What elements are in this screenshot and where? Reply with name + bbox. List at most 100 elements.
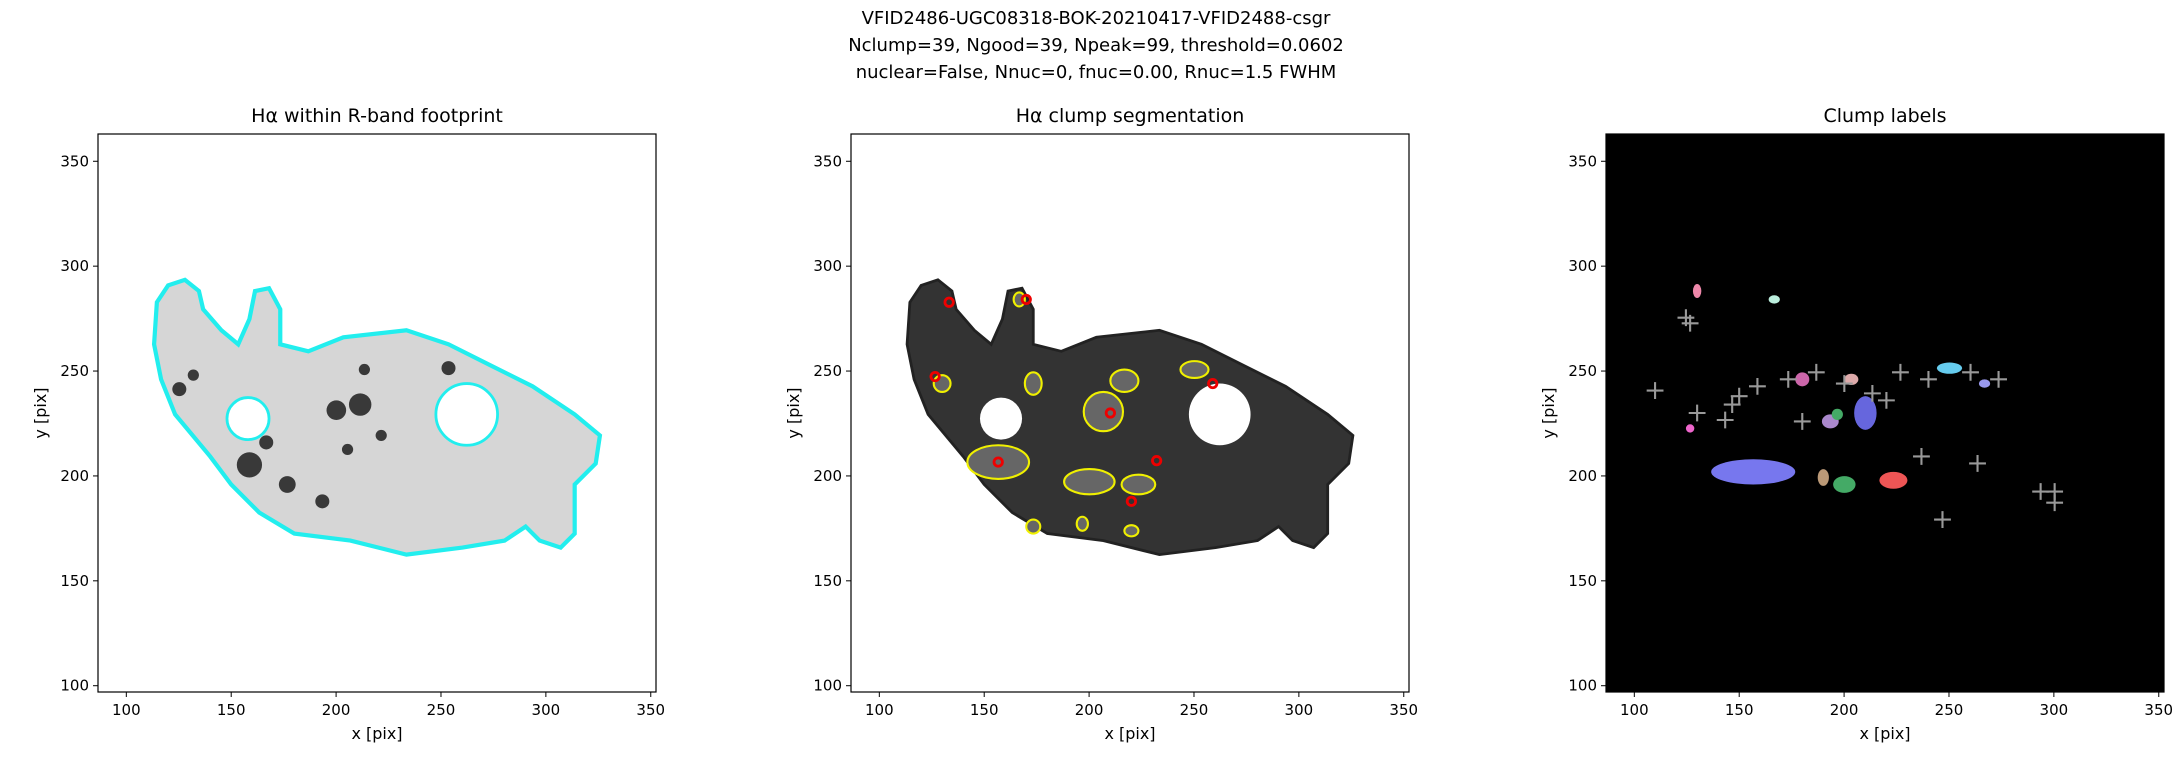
masked-star — [1188, 383, 1251, 446]
clump-label — [1879, 471, 1908, 489]
y-tick-label: 150 — [60, 572, 89, 590]
peak-marker — [1913, 448, 1930, 465]
emission-spot — [236, 452, 263, 478]
clump-label — [1711, 459, 1796, 485]
peak-marker — [1969, 455, 1986, 472]
y-tick-label: 350 — [60, 152, 89, 170]
y-tick-label: 350 — [1568, 152, 1597, 170]
x-axis-label: x [pix] — [1104, 724, 1155, 743]
y-tick-label: 250 — [60, 362, 89, 380]
clump-label — [1817, 469, 1829, 486]
y-tick-label: 150 — [813, 572, 842, 590]
x-axis-label: x [pix] — [1859, 724, 1910, 743]
y-axis-label: y [pix] — [31, 387, 50, 438]
clump-peak — [1104, 407, 1116, 419]
peak-marker — [1730, 387, 1748, 405]
axes-frame — [97, 133, 657, 693]
emission-spot — [187, 369, 199, 381]
x-tick-label: 150 — [217, 701, 246, 719]
clump-label — [1685, 424, 1695, 433]
clump-contour — [1063, 468, 1116, 496]
clump-label — [1844, 373, 1859, 385]
axes-frame — [850, 133, 1410, 693]
x-tick-label: 300 — [532, 701, 561, 719]
peak-marker — [1779, 370, 1797, 388]
image-layer — [1606, 134, 2164, 692]
emission-spot — [375, 429, 387, 442]
peak-marker — [1688, 404, 1706, 422]
y-tick-label: 100 — [1568, 677, 1597, 695]
y-tick-label: 300 — [1568, 257, 1597, 275]
peak-marker — [1892, 363, 1909, 381]
clump-peak — [943, 296, 955, 308]
clump-peak — [929, 370, 941, 383]
emission-spot — [348, 393, 372, 416]
clump-label — [1854, 396, 1877, 430]
figure-title: nuclear=False, Nnuc=0, fnuc=0.00, Rnuc=1… — [856, 62, 1337, 83]
emission-spot — [358, 363, 370, 376]
panel-title: Hα clump segmentation — [1016, 105, 1245, 127]
emission-spot — [315, 494, 330, 509]
image-layer — [154, 280, 600, 555]
peak-marker — [1749, 377, 1766, 395]
panel-title: Clump labels — [1823, 105, 1946, 127]
clump-peak — [1207, 377, 1219, 390]
clump-label — [1768, 295, 1780, 304]
x-tick-label: 250 — [427, 701, 456, 719]
y-tick-label: 300 — [60, 257, 89, 275]
clump-peak — [1151, 455, 1163, 467]
x-tick-label: 100 — [112, 701, 141, 719]
x-tick-label: 150 — [970, 701, 999, 719]
y-tick-label: 300 — [813, 257, 842, 275]
emission-spot — [259, 435, 274, 450]
x-tick-label: 150 — [1725, 701, 1754, 719]
x-tick-label: 100 — [1620, 701, 1649, 719]
peak-marker — [1934, 511, 1951, 528]
y-axis-label: y [pix] — [784, 387, 803, 438]
y-tick-label: 100 — [813, 677, 842, 695]
y-tick-label: 350 — [813, 152, 842, 170]
clump-contour — [1120, 473, 1157, 496]
x-tick-label: 200 — [322, 701, 351, 719]
clump-contour — [1109, 368, 1140, 394]
masked-star — [979, 397, 1023, 440]
clump-peak — [1125, 495, 1138, 507]
x-axis-label: x [pix] — [351, 724, 402, 743]
y-tick-label: 250 — [813, 362, 842, 380]
clump-label — [1795, 372, 1810, 387]
galaxy — [154, 280, 600, 555]
clump-contour — [1075, 515, 1089, 532]
emission-spot — [441, 361, 456, 376]
clump-label — [1936, 362, 1963, 374]
panel-title: Hα within R-band footprint — [251, 105, 503, 127]
clump-label — [1692, 284, 1702, 299]
clump-label — [1833, 476, 1856, 493]
peak-marker — [1863, 384, 1881, 402]
y-axis-label: y [pix] — [1539, 387, 1558, 438]
y-tick-label: 200 — [813, 467, 842, 485]
peak-marker — [1723, 396, 1741, 414]
y-tick-label: 200 — [60, 467, 89, 485]
x-tick-label: 250 — [1935, 701, 1964, 719]
clump-contour — [1023, 371, 1043, 396]
galaxy — [905, 278, 1355, 557]
peak-marker — [1920, 370, 1937, 388]
x-tick-label: 350 — [1389, 701, 1418, 719]
x-tick-label: 300 — [2040, 701, 2069, 719]
clump-contour — [1082, 390, 1125, 433]
clump-peak — [1020, 293, 1032, 306]
peak-marker — [1877, 391, 1895, 409]
peak-marker — [2046, 494, 2064, 512]
masked-star — [225, 396, 271, 442]
y-tick-label: 150 — [1568, 572, 1597, 590]
clump-label — [1978, 379, 1991, 388]
clump-peak — [992, 456, 1004, 468]
image-layer — [905, 278, 1355, 557]
peak-marker — [1962, 363, 1979, 381]
peak-marker — [1793, 413, 1811, 430]
peak-marker — [1835, 375, 1853, 392]
x-tick-label: 300 — [1285, 701, 1314, 719]
peak-marker — [1807, 363, 1825, 381]
figure-title: Nclump=39, Ngood=39, Npeak=99, threshold… — [848, 35, 1344, 56]
